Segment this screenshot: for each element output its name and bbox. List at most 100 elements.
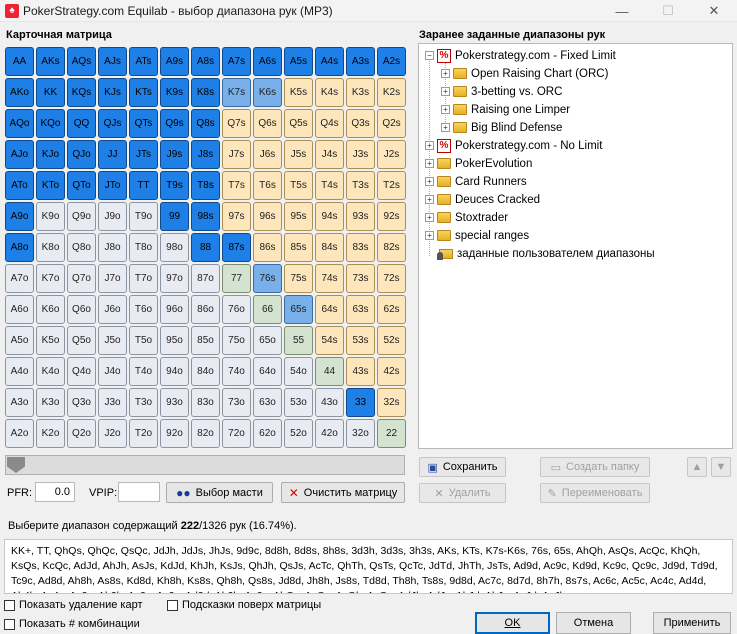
matrix-cell[interactable]: 66	[253, 295, 282, 324]
matrix-cell[interactable]: 99	[160, 202, 189, 231]
matrix-cell[interactable]: 53s	[346, 326, 375, 355]
matrix-cell[interactable]: A8o	[5, 233, 34, 262]
matrix-cell[interactable]: Q7o	[67, 264, 96, 293]
matrix-cell[interactable]: J9s	[160, 140, 189, 169]
matrix-cell[interactable]: 54s	[315, 326, 344, 355]
matrix-cell[interactable]: Q5o	[67, 326, 96, 355]
matrix-cell[interactable]: K4s	[315, 78, 344, 107]
matrix-cell[interactable]: 86o	[191, 295, 220, 324]
matrix-cell[interactable]: 86s	[253, 233, 282, 262]
matrix-cell[interactable]: 32o	[346, 419, 375, 448]
matrix-cell[interactable]: A3o	[5, 388, 34, 417]
matrix-cell[interactable]: J4o	[98, 357, 127, 386]
matrix-cell[interactable]: A5o	[5, 326, 34, 355]
matrix-cell[interactable]: Q4o	[67, 357, 96, 386]
matrix-cell[interactable]: KTo	[36, 171, 65, 200]
matrix-cell[interactable]: 53o	[284, 388, 313, 417]
minimize-button[interactable]: —	[615, 3, 629, 19]
matrix-cell[interactable]: J4s	[315, 140, 344, 169]
matrix-cell[interactable]: 32s	[377, 388, 406, 417]
matrix-cell[interactable]: 92s	[377, 202, 406, 231]
matrix-cell[interactable]: 98s	[191, 202, 220, 231]
matrix-cell[interactable]: Q6s	[253, 109, 282, 138]
matrix-cell[interactable]: JTo	[98, 171, 127, 200]
tree-item[interactable]: + Deuces Cracked	[425, 191, 540, 208]
matrix-cell[interactable]: T5o	[129, 326, 158, 355]
matrix-cell[interactable]: ATs	[129, 47, 158, 76]
expand-icon[interactable]: +	[441, 123, 450, 132]
matrix-cell[interactable]: K3s	[346, 78, 375, 107]
expand-icon[interactable]: +	[425, 177, 434, 186]
matrix-cell[interactable]: 85o	[191, 326, 220, 355]
matrix-cell[interactable]: 83s	[346, 233, 375, 262]
matrix-cell[interactable]: 87o	[191, 264, 220, 293]
matrix-cell[interactable]: KTs	[129, 78, 158, 107]
matrix-cell[interactable]: 93s	[346, 202, 375, 231]
matrix-cell[interactable]: T9s	[160, 171, 189, 200]
matrix-cell[interactable]: AQs	[67, 47, 96, 76]
tree-item[interactable]: + Card Runners	[425, 173, 527, 190]
matrix-cell[interactable]: K5o	[36, 326, 65, 355]
expand-icon[interactable]: +	[441, 69, 450, 78]
matrix-cell[interactable]: T7s	[222, 171, 251, 200]
matrix-cell[interactable]: 84o	[191, 357, 220, 386]
matrix-cell[interactable]: A7o	[5, 264, 34, 293]
matrix-cell[interactable]: K8o	[36, 233, 65, 262]
range-slider[interactable]	[5, 455, 405, 475]
slider-thumb[interactable]	[7, 457, 25, 473]
matrix-cell[interactable]: 76o	[222, 295, 251, 324]
move-up-button[interactable]: ▲	[687, 457, 707, 477]
matrix-cell[interactable]: QJs	[98, 109, 127, 138]
tree-item[interactable]: + special ranges	[425, 227, 529, 244]
matrix-cell[interactable]: T4o	[129, 357, 158, 386]
matrix-cell[interactable]: 84s	[315, 233, 344, 262]
matrix-cell[interactable]: 75s	[284, 264, 313, 293]
ok-button[interactable]: OK	[475, 612, 550, 634]
matrix-cell[interactable]: ATo	[5, 171, 34, 200]
matrix-cell[interactable]: AJo	[5, 140, 34, 169]
pfr-input[interactable]: 0.0	[35, 482, 75, 502]
matrix-cell[interactable]: T6o	[129, 295, 158, 324]
matrix-cell[interactable]: J2s	[377, 140, 406, 169]
matrix-cell[interactable]: T3o	[129, 388, 158, 417]
matrix-cell[interactable]: 65o	[253, 326, 282, 355]
matrix-cell[interactable]: 74o	[222, 357, 251, 386]
matrix-cell[interactable]: 43s	[346, 357, 375, 386]
rename-button[interactable]: ✎ Переименовать	[540, 483, 650, 503]
matrix-cell[interactable]: 64s	[315, 295, 344, 324]
matrix-cell[interactable]: 55	[284, 326, 313, 355]
matrix-cell[interactable]: Q5s	[284, 109, 313, 138]
matrix-cell[interactable]: QTs	[129, 109, 158, 138]
matrix-cell[interactable]: K6s	[253, 78, 282, 107]
matrix-cell[interactable]: 42o	[315, 419, 344, 448]
matrix-cell[interactable]: K7s	[222, 78, 251, 107]
expand-icon[interactable]: +	[425, 213, 434, 222]
matrix-cell[interactable]: Q8s	[191, 109, 220, 138]
delete-button[interactable]: ✕ Удалить	[419, 483, 506, 503]
matrix-cell[interactable]: 92o	[160, 419, 189, 448]
move-down-button[interactable]: ▼	[711, 457, 731, 477]
matrix-cell[interactable]: 33	[346, 388, 375, 417]
matrix-cell[interactable]: T3s	[346, 171, 375, 200]
matrix-cell[interactable]: A6s	[253, 47, 282, 76]
matrix-cell[interactable]: 44	[315, 357, 344, 386]
checkbox-box[interactable]	[4, 618, 15, 630]
select-suits-button[interactable]: ●● Выбор масти	[166, 482, 273, 503]
matrix-cell[interactable]: 54o	[284, 357, 313, 386]
matrix-cell[interactable]: K6o	[36, 295, 65, 324]
expand-icon[interactable]: +	[425, 141, 434, 150]
checkbox-box[interactable]	[167, 599, 178, 611]
matrix-cell[interactable]: J3s	[346, 140, 375, 169]
cancel-button[interactable]: Отмена	[556, 612, 631, 634]
matrix-cell[interactable]: T4s	[315, 171, 344, 200]
hints-checkbox[interactable]: Подсказки поверх матрицы	[167, 599, 321, 611]
matrix-cell[interactable]: 62s	[377, 295, 406, 324]
clear-matrix-button[interactable]: ✕ Очистить матрицу	[281, 482, 405, 503]
matrix-cell[interactable]: J5s	[284, 140, 313, 169]
matrix-cell[interactable]: 62o	[253, 419, 282, 448]
matrix-cell[interactable]: 74s	[315, 264, 344, 293]
matrix-cell[interactable]: Q7s	[222, 109, 251, 138]
matrix-cell[interactable]: 76s	[253, 264, 282, 293]
matrix-cell[interactable]: 82s	[377, 233, 406, 262]
matrix-cell[interactable]: AA	[5, 47, 34, 76]
